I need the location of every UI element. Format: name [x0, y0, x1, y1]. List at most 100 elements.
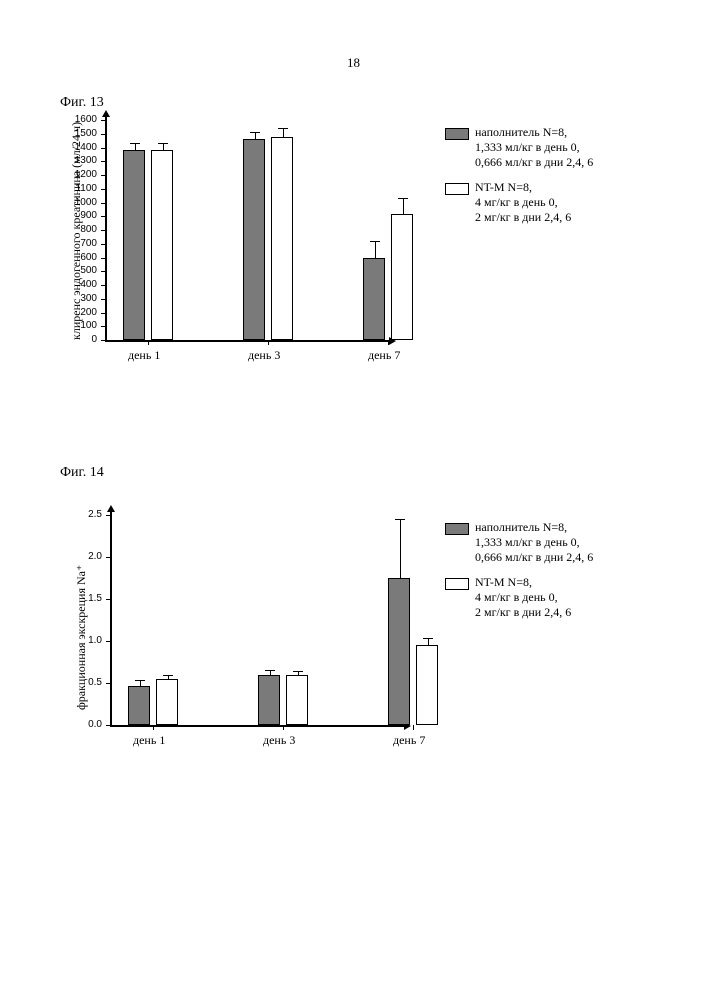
- error-bar: [254, 132, 255, 139]
- bar: [286, 675, 308, 725]
- legend-line: NT-M N=8,: [475, 180, 571, 195]
- y-tick-label: 0.5: [72, 677, 102, 688]
- bar: [388, 578, 410, 725]
- legend-line: 0,666 мл/кг в дни 2,4, 6: [475, 155, 593, 170]
- fig14-legend: наполнитель N=8, 1,333 мл/кг в день 0, 0…: [445, 520, 593, 630]
- x-category-label: день 7: [368, 348, 400, 363]
- x-category-label: день 1: [128, 348, 160, 363]
- y-tick: [106, 683, 110, 684]
- fig14-legend-vehicle: наполнитель N=8, 1,333 мл/кг в день 0, 0…: [445, 520, 593, 565]
- fig14-plot: 0.00.51.01.52.02.5день 1день 3день 7: [110, 515, 400, 725]
- y-tick-label: 1100: [67, 183, 97, 194]
- bar: [156, 679, 178, 725]
- error-bar: [399, 519, 400, 578]
- legend-swatch-vehicle: [445, 523, 469, 535]
- y-tick: [101, 340, 105, 341]
- y-tick: [101, 161, 105, 162]
- x-category-label: день 3: [248, 348, 280, 363]
- bar: [243, 139, 265, 340]
- y-tick: [101, 216, 105, 217]
- x-category-label: день 1: [133, 733, 165, 748]
- y-axis: [105, 114, 107, 340]
- fig14-chart-wrap: фракционная экскреция Na⁺ 0.00.51.01.52.…: [110, 515, 400, 725]
- error-bar: [282, 128, 283, 136]
- bar: [151, 150, 173, 340]
- bar: [391, 214, 413, 341]
- y-tick: [101, 326, 105, 327]
- y-tick: [101, 148, 105, 149]
- y-tick: [106, 557, 110, 558]
- legend-line: 1,333 мл/кг в день 0,: [475, 535, 593, 550]
- y-tick: [101, 134, 105, 135]
- legend-swatch-vehicle: [445, 128, 469, 140]
- y-tick: [106, 641, 110, 642]
- error-bar: [134, 143, 135, 150]
- error-bar: [427, 638, 428, 645]
- page: 18 Фиг. 13 клиренс эндогенного креатинин…: [0, 0, 707, 1000]
- y-tick: [101, 271, 105, 272]
- y-tick: [101, 258, 105, 259]
- y-tick-label: 1000: [67, 197, 97, 208]
- y-tick: [101, 299, 105, 300]
- bar: [363, 258, 385, 341]
- legend-text: NT-M N=8, 4 мг/кг в день 0, 2 мг/кг в дн…: [475, 575, 571, 620]
- y-tick-label: 1600: [67, 114, 97, 125]
- x-category-label: день 3: [263, 733, 295, 748]
- y-axis-arrow: [102, 110, 110, 117]
- legend-line: 4 мг/кг в день 0,: [475, 590, 571, 605]
- legend-text: наполнитель N=8, 1,333 мл/кг в день 0, 0…: [475, 520, 593, 565]
- x-axis: [110, 725, 406, 727]
- y-tick: [106, 599, 110, 600]
- bar: [416, 645, 438, 725]
- error-bar: [139, 680, 140, 685]
- legend-line: 2 мг/кг в дни 2,4, 6: [475, 605, 571, 620]
- y-tick-label: 800: [67, 224, 97, 235]
- y-tick-label: 1.5: [72, 593, 102, 604]
- y-tick: [101, 175, 105, 176]
- y-tick-label: 500: [67, 265, 97, 276]
- fig13-chart-wrap: клиренс эндогенного креатинина (мл/24 ч)…: [105, 120, 385, 340]
- y-tick: [106, 725, 110, 726]
- y-tick-label: 1500: [67, 128, 97, 139]
- bar: [271, 137, 293, 341]
- x-tick: [388, 340, 389, 345]
- fig14-legend-ntm: NT-M N=8, 4 мг/кг в день 0, 2 мг/кг в дн…: [445, 575, 593, 620]
- legend-line: 4 мг/кг в день 0,: [475, 195, 571, 210]
- legend-line: наполнитель N=8,: [475, 125, 593, 140]
- legend-line: наполнитель N=8,: [475, 520, 593, 535]
- y-tick-label: 600: [67, 252, 97, 263]
- x-tick: [153, 725, 154, 730]
- y-tick-label: 300: [67, 293, 97, 304]
- y-tick: [101, 120, 105, 121]
- x-category-label: день 7: [393, 733, 425, 748]
- y-tick-label: 0.0: [72, 719, 102, 730]
- bar: [258, 675, 280, 725]
- x-tick: [413, 725, 414, 730]
- y-tick: [101, 244, 105, 245]
- x-tick: [268, 340, 269, 345]
- y-tick: [101, 189, 105, 190]
- y-axis: [110, 509, 112, 725]
- legend-text: наполнитель N=8, 1,333 мл/кг в день 0, 0…: [475, 125, 593, 170]
- fig13-legend: наполнитель N=8, 1,333 мл/кг в день 0, 0…: [445, 125, 593, 235]
- y-tick: [106, 515, 110, 516]
- y-tick-label: 2.0: [72, 551, 102, 562]
- y-axis-arrow: [107, 505, 115, 512]
- legend-line: 2 мг/кг в дни 2,4, 6: [475, 210, 571, 225]
- fig14-label: Фиг. 14: [60, 465, 104, 481]
- y-tick-label: 1400: [67, 142, 97, 153]
- x-tick: [148, 340, 149, 345]
- legend-line: NT-M N=8,: [475, 575, 571, 590]
- error-bar: [269, 670, 270, 675]
- y-tick-label: 0: [67, 334, 97, 345]
- bar: [123, 150, 145, 340]
- y-tick: [101, 230, 105, 231]
- y-tick-label: 200: [67, 307, 97, 318]
- legend-swatch-ntm: [445, 578, 469, 590]
- fig13-label: Фиг. 13: [60, 95, 104, 111]
- error-bar: [297, 671, 298, 674]
- error-bar: [402, 198, 403, 213]
- legend-line: 1,333 мл/кг в день 0,: [475, 140, 593, 155]
- y-tick-label: 1300: [67, 155, 97, 166]
- fig13-plot: 0100200300400500600700800900100011001200…: [105, 120, 385, 340]
